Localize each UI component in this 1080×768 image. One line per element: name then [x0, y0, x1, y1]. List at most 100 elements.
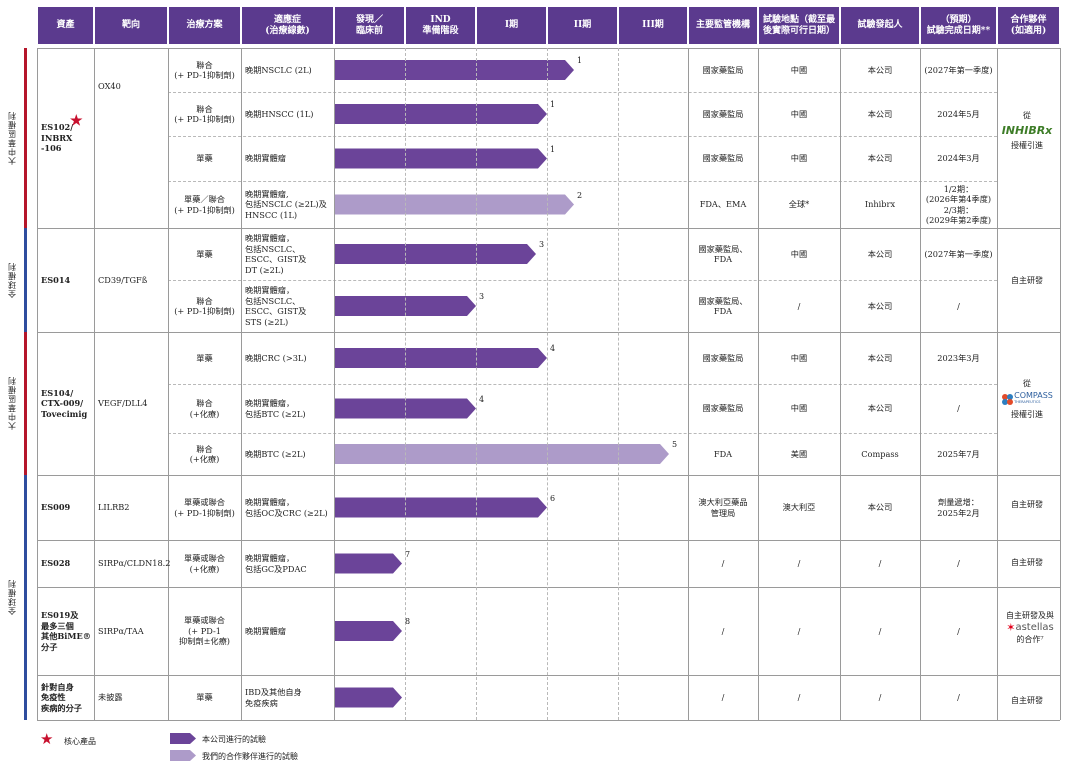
row-divider — [37, 228, 1060, 229]
target-name: 未披露 — [98, 692, 123, 703]
bar-footnote: 1 — [550, 100, 556, 109]
cell-regimen: 單藥或聯合 (+ PD-1抑制劑) — [174, 497, 235, 518]
asset-name: ES104/ CTX-009/ Tovecimig — [37, 332, 94, 475]
row-divider — [37, 720, 1060, 721]
cell-indication: 晚期實體瘤 — [245, 153, 286, 164]
partner-es014: 自主研發 — [1011, 276, 1043, 285]
partner-compass-suffix: 授權引進 — [1011, 410, 1043, 419]
cell-regimen: 單藥 — [196, 153, 213, 164]
header-cell: 試驗發起人 — [841, 7, 919, 44]
cell-completion: / — [957, 558, 960, 569]
header-cell: （預期） 試驗完成日期** — [921, 7, 996, 44]
column-divider — [405, 48, 406, 720]
cell-regimen: 聯合 (+化療) — [189, 443, 220, 465]
row-divider — [37, 587, 1060, 588]
trial-progress-bar — [335, 621, 402, 641]
cell-regulator: 國家藥監局 — [702, 352, 744, 363]
row-divider — [168, 280, 997, 281]
cell-location: 中國 — [790, 153, 808, 164]
bar-footnote: 7 — [405, 549, 411, 559]
cell-completion: (2027年第一季度) — [924, 248, 993, 259]
bar-footnote: 2 — [577, 190, 583, 200]
legend-core: 核心產品 — [64, 737, 96, 746]
compass-logo: COMPASS THERAPEUTICS — [998, 392, 1056, 406]
asset-name-text: ES028 — [41, 558, 71, 569]
cell-indication: 晚期實體瘤， 包括NSCLC、 ESCC、GIST及 DT (≥2L) — [245, 233, 307, 275]
cell-completion: 2025年7月 — [937, 448, 980, 459]
asset-name: ES009 — [37, 475, 94, 540]
cell-regulator: FDA、EMA — [699, 199, 747, 210]
asset-name-text: ES104/ CTX-009/ Tovecimig — [41, 387, 88, 419]
partner-es028: 自主研發 — [1011, 558, 1043, 567]
asset-name: 針對自身 免疫性 疾病的分子 — [37, 675, 94, 720]
asset-name: ES028 — [37, 540, 94, 587]
cell-location: / — [797, 625, 801, 636]
cell-sponsor: 本公司 — [867, 502, 893, 513]
core-product-star-icon: ★ — [70, 113, 83, 129]
cell-location: 中國 — [790, 248, 808, 259]
cell-indication: 晚期CRC (>3L) — [245, 352, 307, 363]
header-cell: II期 — [548, 7, 617, 44]
cell-sponsor: / — [878, 692, 882, 703]
compass-logo-icon — [1002, 393, 1014, 405]
trial-progress-bar — [335, 60, 574, 80]
cell-sponsor: Inhibrx — [864, 199, 896, 210]
column-divider — [241, 48, 242, 720]
cell-sponsor: 本公司 — [867, 248, 893, 259]
cell-sponsor: 本公司 — [867, 403, 893, 414]
bar-footnote: 6 — [550, 493, 556, 503]
row-divider — [168, 136, 997, 137]
asset-name-text: ES014 — [41, 274, 71, 285]
partner-compass: 從 COMPASS THERAPEUTICS 授權引進 — [998, 378, 1056, 420]
partner-astellas-suffix: 的合作⁷ — [1016, 635, 1044, 644]
cell-completion: / — [957, 692, 960, 703]
cell-indication: 晚期HNSCC (1L) — [245, 108, 314, 119]
bar-footnote: 1 — [550, 144, 556, 154]
cell-completion: / — [957, 300, 960, 311]
target-name: OX40 — [98, 81, 121, 91]
bar-footnote: 4 — [550, 344, 556, 353]
header-cell: 靶向 — [95, 7, 167, 44]
cell-indication: 晚期實體瘤, 包括NSCLC (≥2L)及 HNSCC (1L) — [245, 188, 327, 220]
column-divider — [37, 48, 38, 720]
cell-completion: (2027年第一季度) — [924, 64, 993, 75]
target-name: CD39/TGFß — [98, 274, 148, 285]
cell-regimen: 聯合 (+化療) — [189, 398, 220, 419]
legend-partner-swatch — [170, 750, 196, 761]
column-divider — [618, 48, 619, 720]
legend-company-swatch — [170, 733, 196, 744]
trial-progress-bar — [335, 104, 547, 124]
cell-sponsor: / — [878, 625, 882, 636]
cell-regimen: 聯合 (+ PD-1抑制劑) — [174, 103, 235, 125]
cell-regulator: 國家藥監局 — [702, 64, 744, 75]
trial-progress-bar — [335, 687, 402, 708]
row-divider — [37, 332, 1060, 333]
cell-completion: 1/2期： (2026年第4季度) 2/3期： (2029年第2季度) — [925, 183, 992, 226]
cell-regulator: / — [721, 625, 725, 636]
region-label: 全球權利 — [7, 262, 17, 298]
cell-location: 澳大利亞 — [782, 502, 816, 513]
row-divider — [168, 433, 997, 434]
compass-logo-text: COMPASS — [1014, 391, 1053, 400]
header-cell: I期 — [477, 7, 546, 44]
region-indicator — [24, 228, 27, 332]
cell-regimen: 單藥 — [196, 248, 213, 259]
column-divider — [334, 48, 335, 720]
header-cell: IND 準備階段 — [406, 7, 475, 44]
column-divider — [1060, 48, 1061, 720]
asset-name: ES014 — [37, 228, 94, 332]
cell-sponsor: 本公司 — [867, 64, 893, 75]
bar-footnote: 1 — [577, 56, 583, 65]
cell-indication: 晚期實體瘤， 包括OC及CRC (≥2L) — [245, 497, 328, 518]
row-divider — [168, 181, 997, 182]
cell-indication: IBD及其他自身 免疫疾病 — [245, 687, 302, 708]
cell-regimen: 單藥 — [196, 692, 213, 703]
asset-name-text: ES009 — [41, 502, 71, 513]
cell-sponsor: / — [878, 558, 882, 569]
region-label: 大中華區權利 — [7, 111, 17, 165]
cell-regulator: 澳大利亞藥品 管理局 — [698, 497, 748, 518]
row-divider — [37, 48, 1060, 49]
region-indicator — [24, 475, 27, 720]
trial-progress-bar — [335, 553, 402, 574]
cell-location: / — [797, 300, 801, 311]
